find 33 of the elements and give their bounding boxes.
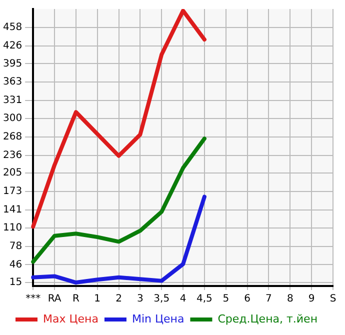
x-tick-label: 4 <box>180 294 186 305</box>
y-tick-label: 236 <box>2 150 22 161</box>
y-tick-label: 205 <box>2 168 22 179</box>
x-tick-label: 1 <box>94 294 101 305</box>
x-tick-label: 2 <box>116 294 122 305</box>
y-tick-label: 110 <box>2 222 22 234</box>
y-tick-label: 15 <box>9 277 22 288</box>
x-tick-label: 3 <box>137 294 144 305</box>
x-tick-label: R <box>72 294 80 305</box>
x-tick-label: *** <box>26 294 41 305</box>
y-tick-label: 426 <box>2 40 22 52</box>
y-tick-label: 363 <box>2 76 22 88</box>
x-tick-label: RA <box>48 294 62 305</box>
x-tick-label: 3,5 <box>154 294 170 305</box>
legend-label: Сред.Цена, т.йен <box>218 312 318 326</box>
y-tick-label: 141 <box>2 204 22 216</box>
legend-label: Max Цена <box>42 312 98 326</box>
x-tick-label: 9 <box>308 294 315 305</box>
legend-label: Min Цена <box>132 312 184 326</box>
y-tick-label: 300 <box>2 113 22 124</box>
y-tick-label: 46 <box>9 259 22 270</box>
x-tick-label: 8 <box>286 294 294 305</box>
y-tick-label: 395 <box>2 58 22 70</box>
x-tick-label: S <box>330 294 336 305</box>
y-tick-label: 78 <box>9 240 22 252</box>
x-tick-label: 4,5 <box>196 294 212 305</box>
x-tick-label: 7 <box>266 294 272 305</box>
y-tick-label: 458 <box>2 22 22 34</box>
y-tick-label: 268 <box>2 131 22 142</box>
y-tick-label: 173 <box>2 186 22 198</box>
y-tick-label: 331 <box>2 95 22 106</box>
x-tick-label: 6 <box>244 294 250 305</box>
x-tick-label: 5 <box>222 294 230 305</box>
